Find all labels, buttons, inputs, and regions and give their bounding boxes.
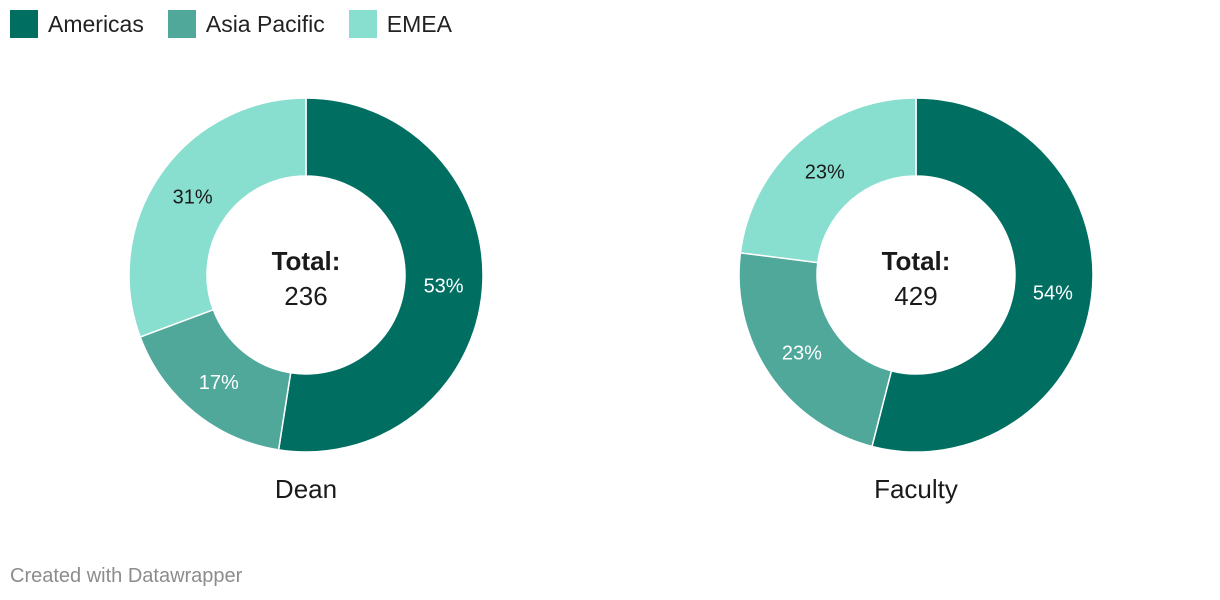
donut-chart-dean: Total: 236 Dean 53% 17% 31% (128, 97, 484, 504)
footer-credit: Created with Datawrapper (10, 565, 243, 587)
legend-item-americas: Americas (10, 10, 144, 38)
legend-label-asia-pacific: Asia Pacific (205, 10, 325, 37)
legend-label-emea: EMEA (386, 10, 452, 37)
slice-label-faculty-asia-pacific: 23% (782, 343, 822, 365)
center-value-dean: 236 (284, 281, 327, 311)
center-title-dean: Total: (272, 246, 341, 276)
legend-label-americas: Americas (48, 10, 144, 37)
legend-item-emea: EMEA (348, 10, 452, 38)
legend-swatch-emea (348, 10, 377, 38)
donut-charts: Total: 236 Dean 53% 17% 31% Total: 429 Fac… (128, 97, 1094, 504)
legend-item-asia-pacific: Asia Pacific (167, 10, 325, 38)
slice-label-faculty-americas: 54% (1033, 282, 1073, 304)
center-value-faculty: 429 (894, 281, 937, 311)
legend-swatch-asia-pacific (167, 10, 196, 38)
chart-name-dean: Dean (275, 474, 337, 504)
chart-name-faculty: Faculty (874, 474, 958, 504)
slice-faculty-americas (871, 97, 1094, 453)
slice-label-dean-emea: 31% (173, 186, 213, 208)
slice-faculty-emea (739, 97, 917, 264)
slice-faculty-asia-pacific (738, 251, 893, 448)
legend-swatch-americas (10, 10, 38, 38)
chart-legend: Americas Asia Pacific EMEA (10, 9, 476, 39)
slice-label-dean-americas: 53% (424, 276, 464, 298)
slice-label-faculty-emea: 23% (805, 161, 845, 183)
donut-chart-faculty: Total: 429 Faculty 54% 23% 23% (738, 97, 1094, 504)
slice-dean-americas (277, 97, 484, 453)
slice-dean-emea (128, 97, 307, 338)
slice-label-dean-asia-pacific: 17% (199, 372, 239, 394)
center-title-faculty: Total: (882, 246, 951, 276)
